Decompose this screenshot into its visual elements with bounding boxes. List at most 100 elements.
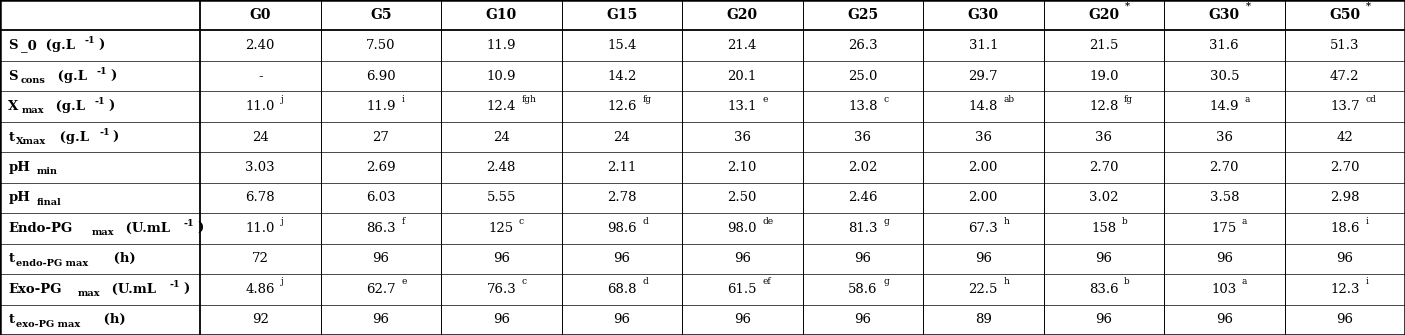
Text: G0: G0 bbox=[250, 8, 271, 22]
Text: 13.7: 13.7 bbox=[1331, 100, 1360, 113]
Text: 18.6: 18.6 bbox=[1331, 222, 1360, 235]
Text: 20.1: 20.1 bbox=[728, 70, 757, 83]
Text: 96: 96 bbox=[854, 252, 871, 265]
Text: ): ) bbox=[111, 70, 117, 83]
Text: c: c bbox=[884, 95, 888, 104]
Text: G20: G20 bbox=[726, 8, 757, 22]
Text: 3.02: 3.02 bbox=[1089, 192, 1118, 204]
Text: G15: G15 bbox=[606, 8, 638, 22]
Text: i: i bbox=[1366, 277, 1368, 286]
Text: 24: 24 bbox=[493, 131, 510, 143]
Text: (g.L: (g.L bbox=[55, 131, 89, 143]
Text: 62.7: 62.7 bbox=[365, 283, 396, 296]
Text: 21.5: 21.5 bbox=[1089, 39, 1118, 52]
Text: 11.0: 11.0 bbox=[246, 100, 275, 113]
Text: fg: fg bbox=[642, 95, 651, 104]
Text: -1: -1 bbox=[184, 219, 194, 228]
Text: *: * bbox=[1125, 1, 1130, 10]
Text: pH: pH bbox=[8, 192, 31, 204]
Text: 96: 96 bbox=[854, 313, 871, 326]
Text: -1: -1 bbox=[94, 97, 105, 106]
Text: 36: 36 bbox=[854, 131, 871, 143]
Text: 81.3: 81.3 bbox=[849, 222, 878, 235]
Text: G25: G25 bbox=[847, 8, 878, 22]
Text: 96: 96 bbox=[733, 252, 750, 265]
Text: 11.9: 11.9 bbox=[486, 39, 516, 52]
Text: 51.3: 51.3 bbox=[1331, 39, 1360, 52]
Text: e: e bbox=[402, 277, 406, 286]
Text: 30.5: 30.5 bbox=[1210, 70, 1239, 83]
Text: b: b bbox=[1124, 277, 1130, 286]
Text: pH: pH bbox=[8, 161, 31, 174]
Text: ef: ef bbox=[763, 277, 771, 286]
Text: (g.L: (g.L bbox=[53, 70, 87, 83]
Text: 36: 36 bbox=[733, 131, 750, 143]
Text: ab: ab bbox=[1003, 95, 1014, 104]
Text: (U.mL: (U.mL bbox=[121, 222, 170, 235]
Text: 125: 125 bbox=[489, 222, 514, 235]
Text: 2.78: 2.78 bbox=[607, 192, 636, 204]
Text: de: de bbox=[763, 216, 774, 225]
Text: t: t bbox=[8, 252, 14, 265]
Text: *: * bbox=[1246, 1, 1250, 10]
Text: -1: -1 bbox=[170, 280, 180, 289]
Text: 96: 96 bbox=[493, 313, 510, 326]
Text: 58.6: 58.6 bbox=[849, 283, 878, 296]
Text: 2.98: 2.98 bbox=[1331, 192, 1360, 204]
Text: cd: cd bbox=[1366, 95, 1375, 104]
Text: 31.1: 31.1 bbox=[968, 39, 998, 52]
Text: b: b bbox=[1121, 216, 1127, 225]
Text: 5.55: 5.55 bbox=[486, 192, 516, 204]
Text: 2.70: 2.70 bbox=[1331, 161, 1360, 174]
Text: 2.10: 2.10 bbox=[728, 161, 757, 174]
Text: G10: G10 bbox=[486, 8, 517, 22]
Text: h: h bbox=[1003, 277, 1009, 286]
Text: g: g bbox=[884, 216, 889, 225]
Text: 4.86: 4.86 bbox=[246, 283, 275, 296]
Text: f: f bbox=[402, 216, 405, 225]
Text: 47.2: 47.2 bbox=[1331, 70, 1360, 83]
Text: (h): (h) bbox=[110, 252, 136, 265]
Text: fgh: fgh bbox=[521, 95, 537, 104]
Text: 36: 36 bbox=[1096, 131, 1113, 143]
Text: 2.40: 2.40 bbox=[246, 39, 275, 52]
Text: 14.9: 14.9 bbox=[1210, 100, 1239, 113]
Text: 96: 96 bbox=[372, 252, 389, 265]
Text: 6.78: 6.78 bbox=[246, 192, 275, 204]
Text: 96: 96 bbox=[1215, 252, 1232, 265]
Text: i: i bbox=[402, 95, 405, 104]
Text: 98.0: 98.0 bbox=[728, 222, 757, 235]
Text: t: t bbox=[8, 313, 14, 326]
Text: 96: 96 bbox=[613, 252, 631, 265]
Text: h: h bbox=[1003, 216, 1010, 225]
Text: g: g bbox=[884, 277, 889, 286]
Text: d: d bbox=[642, 277, 648, 286]
Text: 36: 36 bbox=[975, 131, 992, 143]
Text: 3.03: 3.03 bbox=[246, 161, 275, 174]
Text: 76.3: 76.3 bbox=[486, 283, 516, 296]
Text: G5: G5 bbox=[370, 8, 392, 22]
Text: 2.69: 2.69 bbox=[365, 161, 396, 174]
Text: S: S bbox=[8, 39, 18, 52]
Text: ): ) bbox=[184, 283, 190, 296]
Text: 6.03: 6.03 bbox=[365, 192, 396, 204]
Text: ): ) bbox=[198, 222, 204, 235]
Text: j: j bbox=[281, 216, 284, 225]
Text: 11.9: 11.9 bbox=[365, 100, 395, 113]
Text: j: j bbox=[281, 277, 284, 286]
Text: 13.8: 13.8 bbox=[849, 100, 878, 113]
Text: a: a bbox=[1242, 216, 1248, 225]
Text: ): ) bbox=[98, 39, 105, 52]
Text: j: j bbox=[281, 95, 284, 104]
Text: min: min bbox=[37, 168, 58, 176]
Text: 2.00: 2.00 bbox=[968, 192, 998, 204]
Text: 36: 36 bbox=[1215, 131, 1232, 143]
Text: 12.3: 12.3 bbox=[1331, 283, 1360, 296]
Text: 2.00: 2.00 bbox=[968, 161, 998, 174]
Text: 96: 96 bbox=[372, 313, 389, 326]
Text: G30: G30 bbox=[968, 8, 999, 22]
Text: 96: 96 bbox=[1096, 313, 1113, 326]
Text: 2.46: 2.46 bbox=[849, 192, 878, 204]
Text: 25.0: 25.0 bbox=[849, 70, 878, 83]
Text: G30: G30 bbox=[1208, 8, 1239, 22]
